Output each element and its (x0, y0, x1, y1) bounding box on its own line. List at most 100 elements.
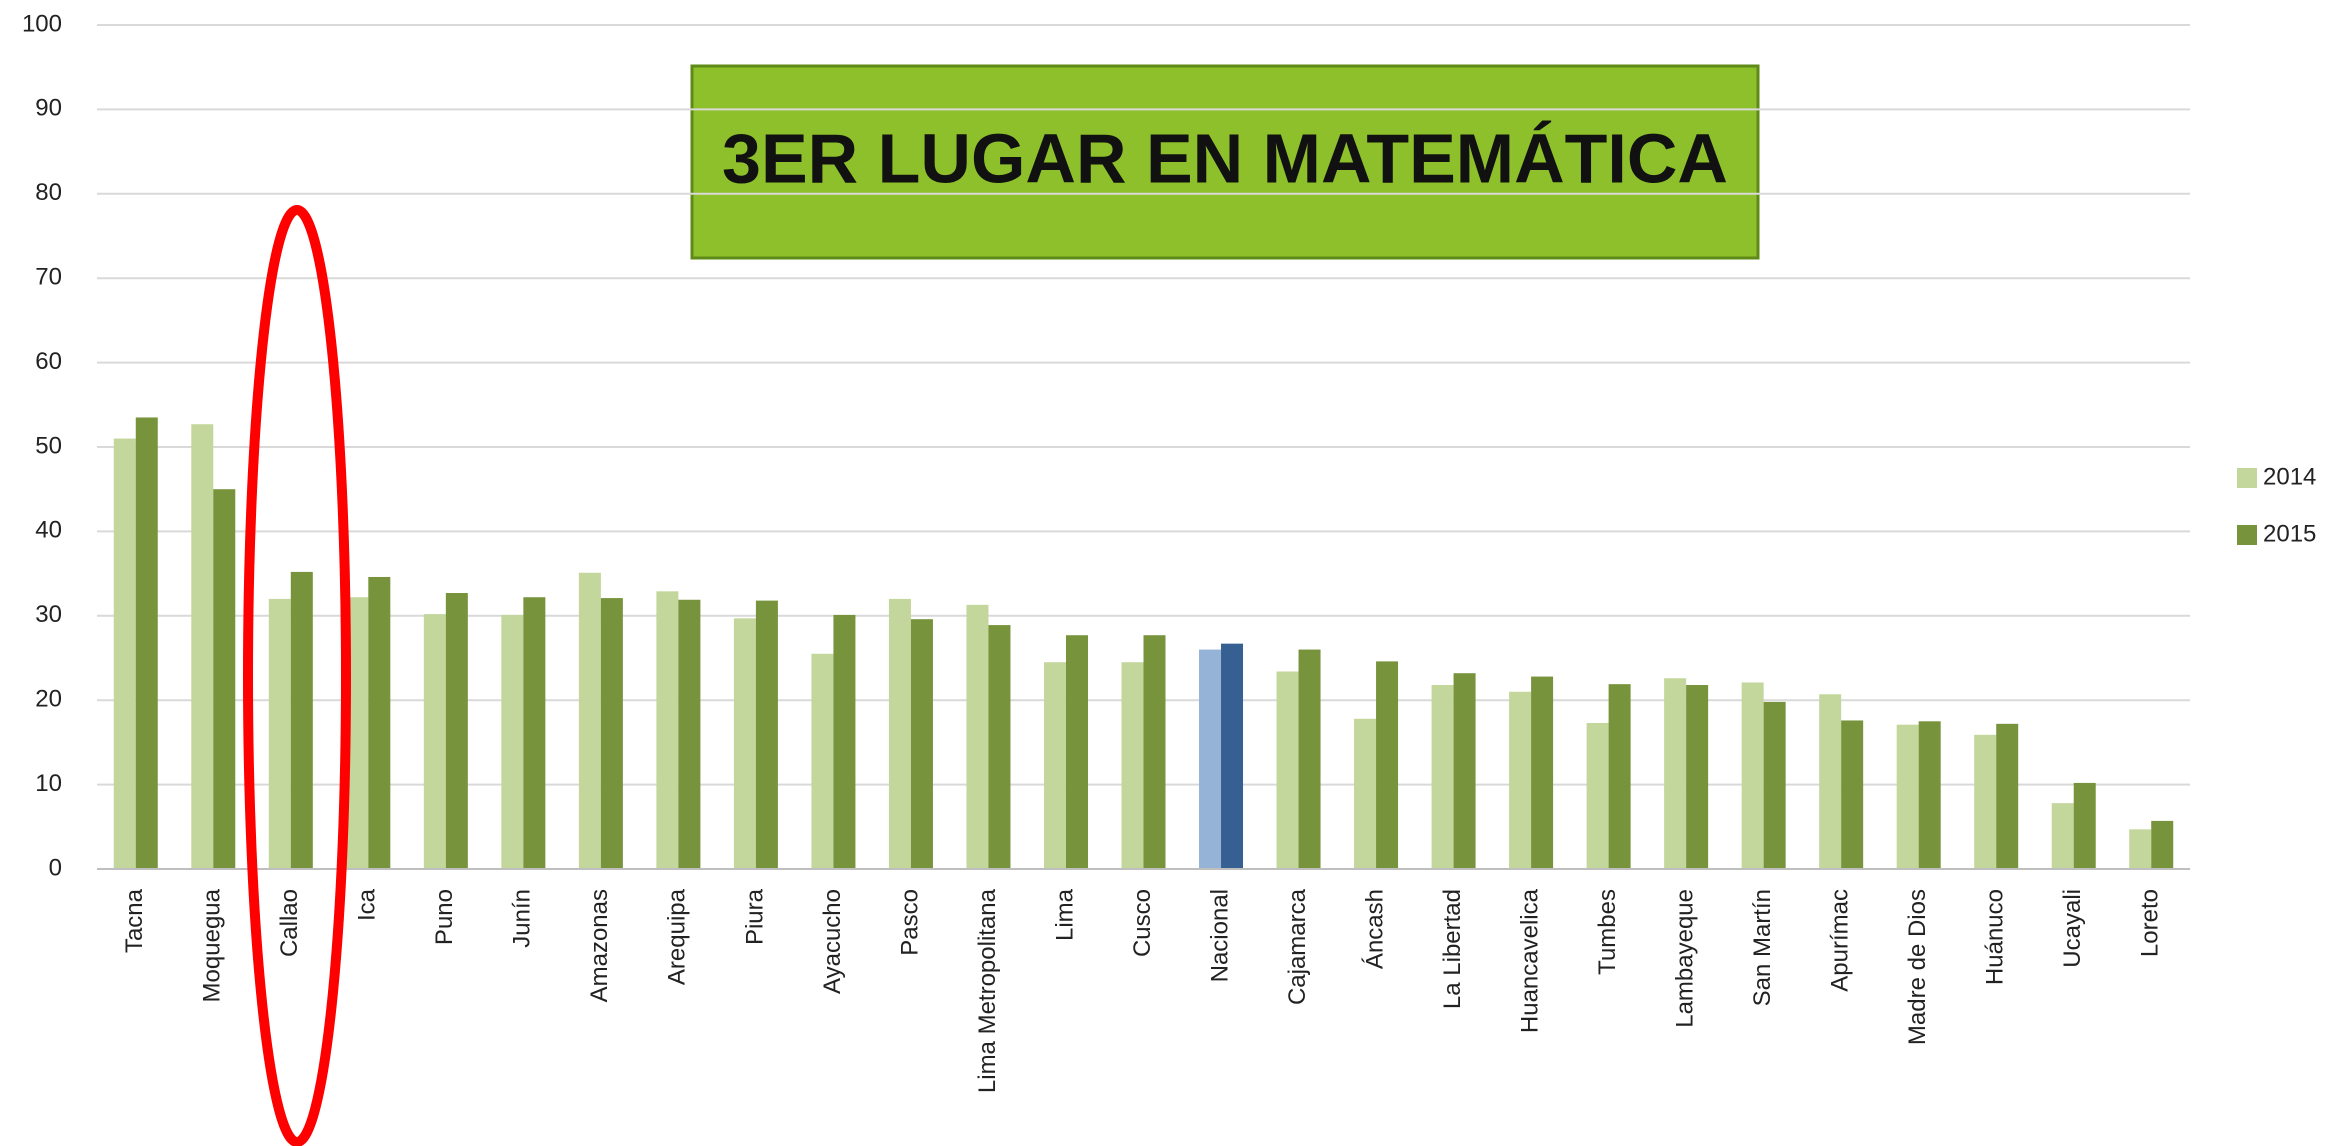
bar (1586, 722, 1609, 869)
y-tick-label: 100 (22, 10, 62, 37)
x-tick-label: Pasco (896, 889, 923, 956)
x-tick-label: Huancavelica (1516, 888, 1543, 1033)
bar (966, 604, 989, 869)
legend-swatch (2237, 468, 2257, 488)
bar (423, 614, 446, 869)
bar (1509, 691, 1532, 869)
x-tick-label: Ucayali (2059, 889, 2086, 968)
x-tick-label: Callao (276, 889, 303, 957)
bar (1431, 685, 1454, 869)
x-tick-label: Cusco (1129, 889, 1156, 957)
bar (501, 614, 524, 869)
bar (1664, 678, 1687, 869)
x-tick-label: Huánuco (1982, 889, 2009, 985)
y-tick-label: 40 (35, 517, 62, 544)
x-tick-label: Madre de Dios (1904, 889, 1931, 1045)
x-tick-label: Arequipa (664, 888, 691, 985)
bar (2051, 803, 2074, 869)
bar (268, 598, 291, 869)
x-tick-label: Nacional (1206, 889, 1233, 982)
bar (2073, 782, 2096, 869)
x-tick-label: Áncash (1361, 889, 1388, 969)
bar (523, 597, 546, 869)
legend-label: 2014 (2263, 463, 2316, 490)
y-tick-label: 70 (35, 264, 62, 291)
bar (600, 598, 623, 869)
bar (1065, 635, 1088, 869)
highlight-ellipse (243, 205, 351, 1146)
legend-swatch (2237, 525, 2257, 545)
bar (113, 438, 136, 869)
bar (755, 600, 778, 869)
x-tick-label: Ayacucho (819, 889, 846, 994)
x-tick-label: Loreto (2137, 889, 2164, 957)
bar (1974, 734, 1997, 869)
x-tick-label: Apurímac (1827, 889, 1854, 992)
bar (368, 576, 391, 869)
legend-label: 2015 (2263, 520, 2316, 547)
x-tick-label: Junín (509, 889, 536, 948)
bar (678, 599, 701, 869)
bar (2129, 829, 2152, 869)
y-tick-label: 60 (35, 348, 62, 375)
x-tick-label: Puno (431, 889, 458, 945)
x-tick-label: Tacna (121, 888, 148, 953)
bar (1918, 721, 1941, 869)
x-tick-label: Amazonas (586, 889, 613, 1002)
y-tick-label: 0 (49, 854, 62, 881)
bar (1143, 635, 1166, 869)
bar (1221, 643, 1244, 869)
bar (1841, 720, 1864, 869)
bar (1996, 723, 2019, 869)
bar (1608, 684, 1631, 869)
bar (290, 571, 313, 869)
bar (1043, 662, 1066, 869)
annotation-box (690, 64, 1760, 260)
bar (191, 424, 214, 869)
x-tick-label: Lambayeque (1671, 889, 1698, 1028)
x-tick-label: Ica (354, 888, 381, 921)
bar (578, 572, 601, 869)
bar (1354, 718, 1377, 869)
bar (1531, 676, 1554, 869)
bar (1298, 649, 1321, 869)
annotation: 3ER LUGAR EN MATEMÁTICA (722, 119, 1728, 197)
y-tick-label: 10 (35, 770, 62, 797)
bar (910, 619, 933, 869)
bar (1453, 673, 1476, 869)
y-tick-label: 80 (35, 179, 62, 206)
bar (213, 489, 236, 869)
bar (346, 597, 369, 869)
x-tick-label: Piura (741, 888, 768, 945)
bar (1819, 694, 1842, 869)
x-tick-label: Cajamarca (1284, 888, 1311, 1005)
x-tick-label: Tumbes (1594, 889, 1621, 975)
bar (1763, 701, 1786, 869)
bar (656, 591, 679, 869)
bar (1276, 671, 1299, 869)
bar (1376, 661, 1399, 869)
y-tick-label: 50 (35, 432, 62, 459)
bar (833, 614, 856, 869)
bar (1121, 662, 1144, 869)
y-tick-label: 30 (35, 601, 62, 628)
bar (733, 618, 756, 869)
y-tick-label: 20 (35, 686, 62, 713)
x-tick-label: Moquegua (199, 888, 226, 1002)
bar (1896, 724, 1919, 869)
bar (1686, 685, 1709, 869)
bar (888, 598, 911, 869)
y-tick-label: 90 (35, 95, 62, 122)
x-tick-label: La Libertad (1439, 889, 1466, 1009)
bar (1741, 682, 1764, 869)
x-tick-label: Lima (1051, 888, 1078, 941)
bar (1199, 649, 1222, 869)
bar (2151, 820, 2174, 869)
x-tick-label: Lima Metropolitana (974, 888, 1001, 1093)
bar (445, 593, 468, 869)
x-tick-label: San Martín (1749, 889, 1776, 1006)
bar (135, 417, 158, 869)
bar (988, 625, 1011, 869)
bar (811, 653, 834, 869)
